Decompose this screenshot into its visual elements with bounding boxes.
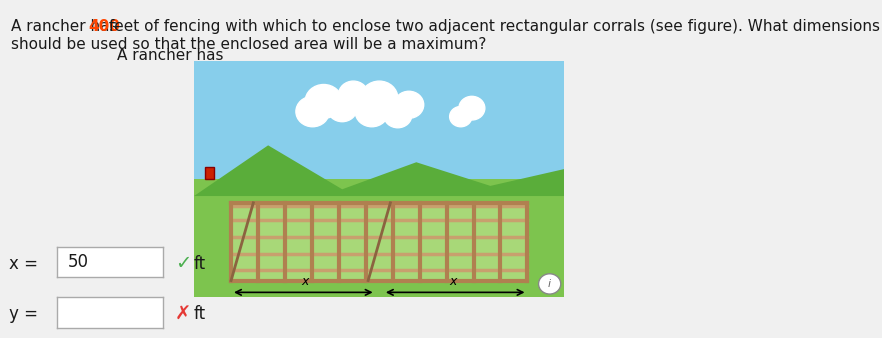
Text: 50: 50 <box>68 253 89 271</box>
Circle shape <box>355 96 388 127</box>
Bar <box>231 203 379 281</box>
Bar <box>206 167 214 179</box>
Circle shape <box>539 274 561 294</box>
Circle shape <box>450 106 472 127</box>
Circle shape <box>459 96 485 120</box>
Circle shape <box>394 91 423 118</box>
Text: ft: ft <box>194 305 206 323</box>
Text: i: i <box>548 279 551 289</box>
Bar <box>379 203 527 281</box>
Text: 400: 400 <box>88 19 120 33</box>
Circle shape <box>361 81 398 115</box>
Text: y =: y = <box>9 305 38 323</box>
Text: A rancher has: A rancher has <box>11 19 123 33</box>
Text: x: x <box>302 275 309 288</box>
Text: x =: x = <box>9 255 38 273</box>
Polygon shape <box>194 61 564 196</box>
Circle shape <box>327 95 357 122</box>
Circle shape <box>339 81 368 108</box>
Circle shape <box>384 102 412 128</box>
Text: ✗: ✗ <box>175 305 191 324</box>
Polygon shape <box>194 145 564 196</box>
Circle shape <box>296 96 329 127</box>
Circle shape <box>305 84 342 118</box>
Polygon shape <box>194 179 564 297</box>
Text: should be used so that the enclosed area will be a maximum?: should be used so that the enclosed area… <box>11 37 487 52</box>
Text: A rancher has: A rancher has <box>117 48 228 63</box>
Text: feet of fencing with which to enclose two adjacent rectangular corrals (see figu: feet of fencing with which to enclose tw… <box>104 19 882 33</box>
Text: x: x <box>450 275 457 288</box>
Text: ✓: ✓ <box>175 254 191 273</box>
Text: ft: ft <box>194 255 206 273</box>
